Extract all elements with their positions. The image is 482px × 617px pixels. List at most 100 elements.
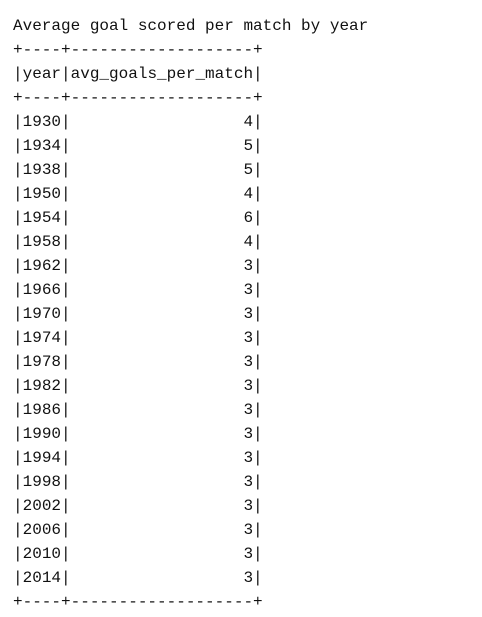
table-row: |1954| 6| [13,206,473,230]
cell-year: 1986 [22,401,62,419]
cell-avg-goals: 3 [243,353,254,371]
column-separator: | [13,425,23,443]
table-row: |1998| 3| [13,470,473,494]
column-separator: | [253,497,263,515]
column-separator: | [253,209,263,227]
table-row: |1974| 3| [13,326,473,350]
cell-year: 1934 [22,137,62,155]
column-separator: | [253,233,263,251]
table-row: |1982| 3| [13,374,473,398]
cell-avg-goals: 5 [243,161,254,179]
column-separator: | [13,161,23,179]
cell-year: 2010 [22,545,62,563]
column-separator: | [13,569,23,587]
table-row: |1950| 4| [13,182,473,206]
table-border-header: +----+-------------------+ [13,89,263,107]
column-separator: | [253,161,263,179]
column-separator: | [13,233,23,251]
column-separator: | [253,545,263,563]
cell-year: 1958 [22,233,62,251]
column-separator: | [253,569,263,587]
column-separator: | [61,185,71,203]
column-separator: | [253,113,263,131]
cell-avg-goals: 4 [243,185,254,203]
column-separator: | [13,305,23,323]
column-separator: | [13,473,23,491]
column-separator: | [61,401,71,419]
column-separator: | [13,281,23,299]
cell-year: 2014 [22,569,62,587]
column-separator: | [13,521,23,539]
cell-year: 1974 [22,329,62,347]
column-separator: | [61,545,71,563]
column-separator: | [253,425,263,443]
cell-avg-goals: 4 [243,113,254,131]
column-separator: | [13,449,23,467]
column-separator: | [13,257,23,275]
column-separator: | [253,377,263,395]
column-separator: | [61,497,71,515]
table-row: |1986| 3| [13,398,473,422]
column-separator: | [13,113,23,131]
cell-avg-goals: 3 [243,497,254,515]
column-separator: | [13,353,23,371]
column-separator: | [253,521,263,539]
column-separator: | [61,281,71,299]
table-header: |year|avg_goals_per_match| [13,62,473,86]
column-separator: | [61,209,71,227]
table-row: |1958| 4| [13,230,473,254]
cell-year: 1998 [22,473,62,491]
cell-avg-goals: 4 [243,233,254,251]
cell-avg-goals: 6 [243,209,254,227]
table-row: |2014| 3| [13,566,473,590]
column-separator: | [61,521,71,539]
column-separator: | [61,353,71,371]
column-separator: | [253,185,263,203]
cell-avg-goals: 3 [243,569,254,587]
cell-year: 1982 [22,377,62,395]
cell-year: 1966 [22,281,62,299]
column-separator: | [61,113,71,131]
column-separator: | [61,449,71,467]
column-separator: | [253,305,263,323]
cell-year: 1990 [22,425,62,443]
column-separator: | [61,65,71,83]
column-separator: | [253,449,263,467]
table-row: |2006| 3| [13,518,473,542]
column-separator: | [61,161,71,179]
table-border-bottom: +----+-------------------+ [13,593,263,611]
table-row: |1962| 3| [13,254,473,278]
cell-year: 1930 [22,113,62,131]
column-separator: | [61,425,71,443]
cell-avg-goals: 3 [243,473,254,491]
column-separator: | [61,233,71,251]
column-separator: | [253,257,263,275]
column-separator: | [253,329,263,347]
table-row: |1930| 4| [13,110,473,134]
table-row: |1990| 3| [13,422,473,446]
table-row: |1994| 3| [13,446,473,470]
column-separator: | [253,401,263,419]
table-body: |1930| 4| |1934| 5| |1938| 5| |1950| 4| |1954| 6|… [13,110,473,590]
column-separator: | [13,209,23,227]
cell-avg-goals: 3 [243,401,254,419]
column-header-avg-goals: avg_goals_per_match [70,65,254,83]
table-border-top: +----+-------------------+ [13,41,263,59]
column-separator: | [13,377,23,395]
cell-year: 1962 [22,257,62,275]
cell-avg-goals: 3 [243,377,254,395]
column-separator: | [13,185,23,203]
column-separator: | [253,65,263,83]
table-row: |1978| 3| [13,350,473,374]
table-row: |1966| 3| [13,278,473,302]
column-separator: | [61,569,71,587]
table-row: |1970| 3| [13,302,473,326]
cell-avg-goals: 3 [243,545,254,563]
column-separator: | [13,545,23,563]
cell-avg-goals: 3 [243,449,254,467]
column-header-year: year [22,65,62,83]
column-separator: | [13,329,23,347]
column-separator: | [61,329,71,347]
cell-avg-goals: 3 [243,305,254,323]
cell-year: 1978 [22,353,62,371]
